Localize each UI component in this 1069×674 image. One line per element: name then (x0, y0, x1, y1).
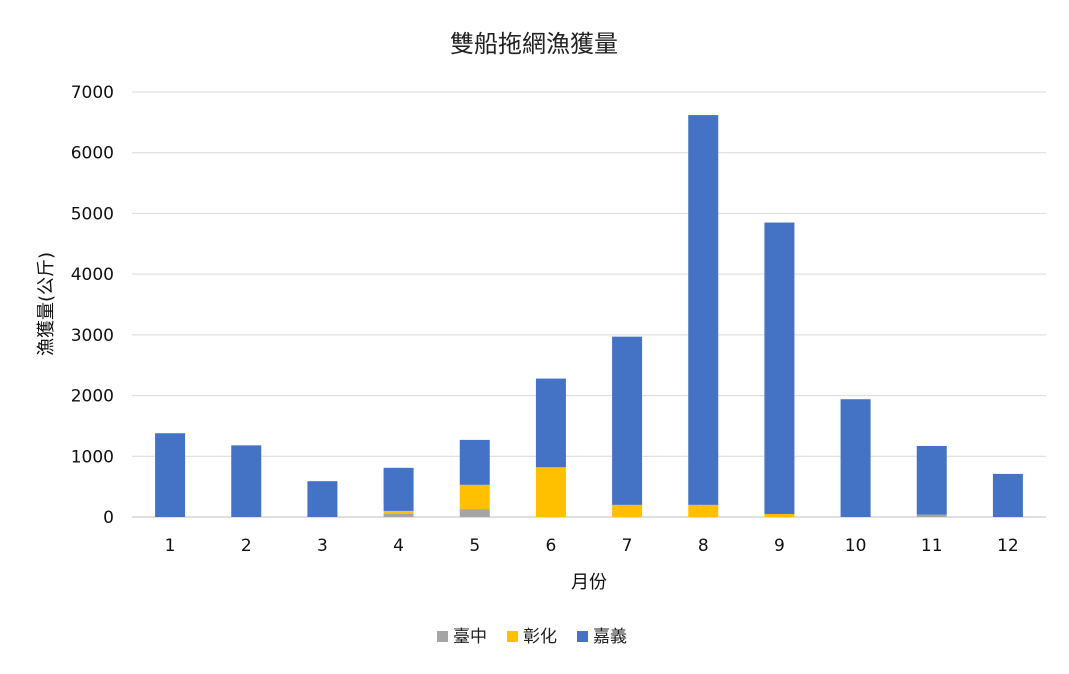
y-tick-label: 0 (103, 508, 114, 528)
bar-segment-臺中-5 (459, 509, 490, 517)
gridlines (132, 91, 1046, 518)
bar-segment-臺中-4 (383, 513, 414, 517)
legend-swatch-臺中 (437, 631, 448, 642)
y-tick-label: 5000 (71, 204, 114, 224)
x-tick-label: 11 (921, 536, 943, 556)
bar-segment-嘉義-1 (155, 433, 186, 517)
bar-segment-嘉義-6 (535, 378, 566, 468)
x-tick-label: 3 (317, 536, 328, 556)
chart-title: 雙船拖網漁獲量 (450, 30, 618, 58)
bar-segment-嘉義-12 (992, 473, 1023, 517)
y-tick-labels: 0 1000 2000 3000 4000 5000 6000 7000 (71, 83, 114, 528)
bar-segment-嘉義-9 (764, 222, 795, 514)
bar-segment-彰化-5 (459, 484, 490, 510)
x-tick-label: 9 (774, 536, 785, 556)
bar-segment-嘉義-7 (612, 336, 643, 505)
bar-segment-彰化-7 (612, 504, 643, 517)
x-axis-label: 月份 (571, 572, 607, 593)
x-tick-label: 2 (241, 536, 252, 556)
legend-swatch-彰化 (507, 631, 518, 642)
x-tick-labels: 1 2 3 4 5 6 7 8 9 10 11 12 (165, 536, 1019, 556)
bar-segment-彰化-8 (688, 504, 719, 517)
legend: 臺中 彰化 嘉義 (437, 627, 627, 647)
x-tick-label: 7 (622, 536, 633, 556)
legend-label: 彰化 (523, 627, 557, 647)
bar-segment-臺中-11 (916, 514, 947, 517)
legend-label: 臺中 (453, 627, 487, 647)
y-tick-label: 2000 (71, 387, 114, 407)
bar-segment-嘉義-10 (840, 399, 871, 517)
bar-segment-嘉義-11 (916, 445, 947, 515)
bar-segment-嘉義-3 (307, 481, 338, 517)
x-tick-label: 5 (469, 536, 480, 556)
x-tick-label: 6 (546, 536, 557, 556)
x-tick-label: 12 (997, 536, 1019, 556)
bar-segment-嘉義-5 (459, 439, 490, 485)
bar-segment-彰化-6 (535, 467, 566, 517)
y-axis-label: 漁獲量(公斤) (36, 252, 57, 356)
y-tick-label: 7000 (71, 83, 114, 103)
legend-label: 嘉義 (593, 627, 627, 647)
bar-segment-彰化-9 (764, 513, 795, 517)
x-tick-label: 8 (698, 536, 709, 556)
y-tick-label: 3000 (71, 326, 114, 346)
legend-swatch-嘉義 (577, 631, 588, 642)
bar-segment-嘉義-8 (688, 115, 719, 505)
bar-segment-彰化-4 (383, 510, 414, 514)
x-tick-label: 10 (845, 536, 867, 556)
y-tick-label: 6000 (71, 144, 114, 164)
y-tick-label: 4000 (71, 265, 114, 285)
bars (155, 115, 1023, 517)
bar-segment-嘉義-2 (231, 445, 262, 517)
x-tick-label: 4 (393, 536, 404, 556)
y-tick-label: 1000 (71, 447, 114, 467)
x-tick-label: 1 (165, 536, 176, 556)
bar-segment-嘉義-4 (383, 467, 414, 511)
